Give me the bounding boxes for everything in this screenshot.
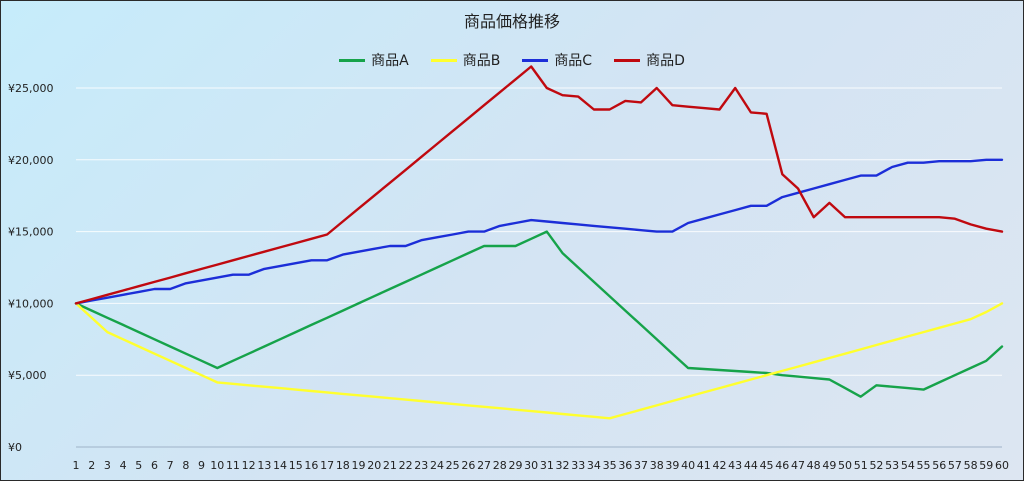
legend-swatch-a <box>339 58 366 62</box>
x-tick-label: 37 <box>634 459 648 472</box>
legend-item-a: 商品A <box>339 50 409 70</box>
x-tick-label: 5 <box>135 459 142 472</box>
x-tick-label: 36 <box>618 459 632 472</box>
x-tick-label: 34 <box>587 459 601 472</box>
series-line-a <box>74 230 1004 398</box>
x-tick-label: 2 <box>88 459 95 472</box>
x-tick-label: 17 <box>320 459 334 472</box>
legend-label-c: 商品C <box>554 53 593 69</box>
legend-swatch-c <box>522 58 549 62</box>
x-tick-label: 47 <box>791 459 805 472</box>
series-line-b <box>74 302 1004 420</box>
x-tick-label: 41 <box>697 459 711 472</box>
x-tick-label: 29 <box>508 459 522 472</box>
legend-label-b: 商品B <box>462 53 501 69</box>
x-tick-label: 7 <box>167 459 174 472</box>
x-tick-label: 38 <box>650 459 664 472</box>
x-tick-label: 33 <box>571 459 585 472</box>
x-tick-label: 10 <box>210 459 224 472</box>
y-tick-label: ¥25,000 <box>8 82 54 95</box>
legend-swatch-d <box>614 58 641 62</box>
x-tick-label: 25 <box>446 459 460 472</box>
x-tick-label: 24 <box>430 459 444 472</box>
x-tick-label: 9 <box>198 459 205 472</box>
y-tick-label: ¥0 <box>8 441 22 454</box>
x-tick-label: 32 <box>556 459 570 472</box>
x-tick-label: 6 <box>151 459 158 472</box>
x-tick-label: 15 <box>289 459 303 472</box>
y-tick-label: ¥15,000 <box>8 226 54 239</box>
x-tick-label: 19 <box>352 459 366 472</box>
y-tick-label: ¥10,000 <box>8 297 54 310</box>
series-line-c <box>74 158 1004 305</box>
x-tick-label: 46 <box>775 459 789 472</box>
x-tick-label: 18 <box>336 459 350 472</box>
legend-label-d: 商品D <box>646 53 685 69</box>
x-tick-label: 23 <box>414 459 428 472</box>
x-tick-label: 12 <box>242 459 256 472</box>
x-tick-label: 11 <box>226 459 240 472</box>
x-tick-label: 57 <box>948 459 962 472</box>
x-tick-label: 59 <box>979 459 993 472</box>
y-tick-label: ¥20,000 <box>8 154 54 167</box>
series-line-d <box>74 65 1004 305</box>
x-tick-label: 26 <box>461 459 475 472</box>
x-tick-label: 54 <box>901 459 915 472</box>
x-tick-label: 27 <box>477 459 491 472</box>
legend-swatch-b <box>430 58 457 62</box>
x-tick-label: 13 <box>257 459 271 472</box>
x-tick-label: 55 <box>917 459 931 472</box>
x-tick-label: 3 <box>104 459 111 472</box>
x-tick-label: 8 <box>182 459 189 472</box>
x-tick-label: 60 <box>995 459 1009 472</box>
x-tick-label: 51 <box>854 459 868 472</box>
x-tick-label: 42 <box>712 459 726 472</box>
x-tick-label: 28 <box>493 459 507 472</box>
x-tick-label: 53 <box>885 459 899 472</box>
x-tick-label: 45 <box>760 459 774 472</box>
x-tick-label: 50 <box>838 459 852 472</box>
legend-item-c: 商品C <box>522 50 592 70</box>
x-tick-label: 56 <box>932 459 946 472</box>
legend-item-d: 商品D <box>614 50 685 70</box>
x-tick-label: 43 <box>728 459 742 472</box>
x-tick-label: 35 <box>603 459 617 472</box>
x-tick-label: 4 <box>120 459 127 472</box>
x-tick-label: 1 <box>73 459 80 472</box>
x-tick-label: 21 <box>383 459 397 472</box>
x-tick-label: 16 <box>304 459 318 472</box>
x-tick-label: 49 <box>822 459 836 472</box>
x-tick-label: 58 <box>964 459 978 472</box>
x-tick-label: 44 <box>744 459 758 472</box>
y-tick-label: ¥5,000 <box>8 369 47 382</box>
x-tick-label: 40 <box>681 459 695 472</box>
x-tick-label: 30 <box>524 459 538 472</box>
legend: 商品A 商品B 商品C 商品D <box>0 50 1024 70</box>
x-tick-label: 39 <box>665 459 679 472</box>
x-tick-label: 31 <box>540 459 554 472</box>
chart-title: 商品価格推移 <box>463 12 560 31</box>
x-tick-label: 14 <box>273 459 287 472</box>
x-tick-label: 48 <box>807 459 821 472</box>
legend-label-a: 商品A <box>371 53 409 69</box>
legend-item-b: 商品B <box>430 50 501 70</box>
x-tick-label: 22 <box>399 459 413 472</box>
x-tick-label: 20 <box>367 459 381 472</box>
x-tick-label: 52 <box>869 459 883 472</box>
